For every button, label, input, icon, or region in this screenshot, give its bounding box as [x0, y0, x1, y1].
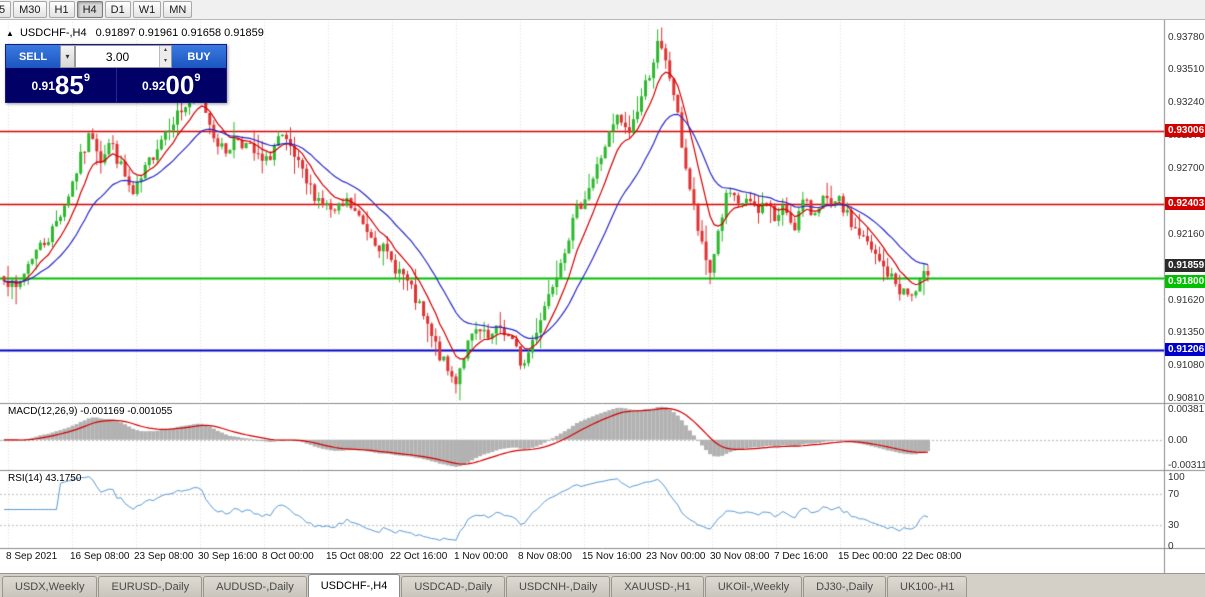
chart-symbol-label: USDCHF-,H4	[19, 27, 87, 39]
hline-price-badge: 0.91206	[1165, 342, 1205, 356]
time-axis-label: 16 Sep 08:00	[70, 551, 130, 562]
chart-tab-bar: USDX,Weekly EURUSD-,Daily AUDUSD-,Daily USD…	[0, 573, 1205, 597]
sell-price-prefix: 0.91	[31, 79, 55, 93]
time-axis-label: 15 Nov 16:00	[582, 551, 642, 562]
volume-dropdown-button[interactable]: ▾	[60, 45, 75, 68]
trade-panel-divider	[115, 68, 117, 102]
sell-price[interactable]: 0.91 85 9	[6, 68, 116, 102]
time-axis-label: 7 Dec 16:00	[774, 551, 828, 562]
timeframe-button-h4[interactable]: H4	[76, 1, 103, 18]
hline-price-badge: 0.92403	[1165, 197, 1205, 211]
timeframe-button-d1[interactable]: D1	[104, 1, 131, 18]
rsi-axis-label: 100	[1168, 472, 1185, 483]
price-axis-label: 0.92160	[1168, 228, 1205, 240]
hline-price-badge: 0.93006	[1165, 123, 1205, 137]
macd-indicator-label: MACD(12,26,9) -0.001169 -0.001055	[8, 406, 173, 417]
chart-ohlc-values: 0.91897 0.91961 0.91658 0.91859	[95, 27, 264, 39]
buy-button[interactable]: BUY	[172, 45, 226, 68]
price-chart-canvas[interactable]	[0, 20, 1205, 573]
sell-button[interactable]: SELL	[6, 45, 60, 68]
chart-tab-uk100-h1[interactable]: UK100-,H1	[887, 576, 968, 597]
volume-up-button[interactable]: ▴	[160, 46, 171, 57]
time-axis-label: 23 Sep 08:00	[134, 551, 194, 562]
time-axis-label: 30 Sep 16:00	[198, 551, 258, 562]
rsi-indicator-label: RSI(14) 43.1750	[8, 473, 82, 484]
volume-value: 3.00	[105, 49, 130, 64]
time-axis-label: 8 Sep 2021	[6, 551, 58, 562]
buy-price-prefix: 0.92	[142, 79, 166, 93]
timeframe-button-5[interactable]: 5	[0, 1, 12, 18]
volume-stepper: ▴ ▾	[159, 46, 171, 67]
buy-price-sup: 9	[194, 72, 201, 84]
chart-tab-ukoil-weekly[interactable]: UKOil-,Weekly	[704, 576, 803, 597]
price-axis-label: 0.92700	[1168, 163, 1205, 175]
sell-price-big: 85	[54, 70, 84, 100]
timeframe-button-mn[interactable]: MN	[163, 1, 193, 18]
price-axis-label: 0.93240	[1168, 97, 1205, 109]
one-click-trading-panel: SELL ▾ 3.00 ▴ ▾ BUY 0.91 85 9 0.92 00 9	[5, 44, 227, 103]
price-axis-label: 0.91080	[1168, 360, 1205, 372]
volume-down-button[interactable]: ▾	[160, 56, 171, 67]
trade-panel-toggle-icon[interactable]: ▲	[6, 29, 14, 38]
time-axis-label: 1 Nov 00:00	[454, 551, 508, 562]
price-axis-label: 0.93510	[1168, 64, 1205, 76]
buy-price-big: 00	[165, 70, 195, 100]
rsi-axis-label: 70	[1168, 489, 1180, 501]
time-axis-label: 23 Nov 00:00	[646, 551, 706, 562]
current-price-badge: 0.91859	[1165, 259, 1205, 273]
macd-axis-label: 0.00381	[1168, 404, 1205, 416]
price-axis-label: 0.91620	[1168, 294, 1205, 306]
chart-tab-audusd-daily[interactable]: AUDUSD-,Daily	[203, 576, 307, 597]
timeframe-button-h1[interactable]: H1	[48, 1, 75, 18]
chart-tab-usdcad-daily[interactable]: USDCAD-,Daily	[401, 576, 505, 597]
timeframe-button-w1[interactable]: W1	[132, 1, 162, 18]
chevron-down-icon: ▾	[65, 52, 70, 61]
rsi-axis-label: 0	[1168, 541, 1174, 552]
time-axis-label: 8 Nov 08:00	[518, 551, 572, 562]
price-axis-label: 0.90810	[1168, 393, 1205, 405]
rsi-axis-label: 30	[1168, 519, 1180, 531]
price-axis-label: 0.93780	[1168, 31, 1205, 43]
macd-axis-label: 0.00	[1168, 434, 1188, 446]
chart-tab-eurusd-daily[interactable]: EURUSD-,Daily	[98, 576, 203, 597]
chart-tab-usdcnh-daily[interactable]: USDCNH-,Daily	[505, 576, 611, 597]
chart-tab-xauusd-h1[interactable]: XAUUSD-,H1	[611, 576, 704, 597]
timeframe-button-m30[interactable]: M30	[13, 1, 47, 18]
time-axis-label: 15 Dec 00:00	[838, 551, 898, 562]
time-axis-label: 22 Oct 16:00	[390, 551, 448, 562]
timeframe-toolbar: 5M30H1H4D1W1MN	[0, 0, 1205, 20]
time-axis-label: 30 Nov 08:00	[710, 551, 770, 562]
time-axis-label: 8 Oct 00:00	[262, 551, 314, 562]
time-axis-label: 22 Dec 08:00	[902, 551, 962, 562]
sell-price-sup: 9	[83, 72, 90, 84]
price-axis-label: 0.91350	[1168, 327, 1205, 339]
macd-axis-label: -0.00311	[1168, 459, 1205, 471]
hline-price-badge: 0.91800	[1165, 274, 1205, 288]
time-axis-label: 15 Oct 08:00	[326, 551, 384, 562]
chart-tab-dj30-daily[interactable]: DJ30-,Daily	[803, 576, 887, 597]
chart-title: ▲ USDCHF-,H4 0.91897 0.91961 0.91658 0.9…	[6, 27, 264, 39]
chart-tab-usdx-weekly[interactable]: USDX,Weekly	[2, 576, 98, 597]
buy-price[interactable]: 0.92 00 9	[117, 68, 227, 102]
chart-tab-usdchf-h4[interactable]: USDCHF-,H4	[307, 574, 401, 597]
volume-input[interactable]: 3.00 ▴ ▾	[75, 45, 172, 68]
